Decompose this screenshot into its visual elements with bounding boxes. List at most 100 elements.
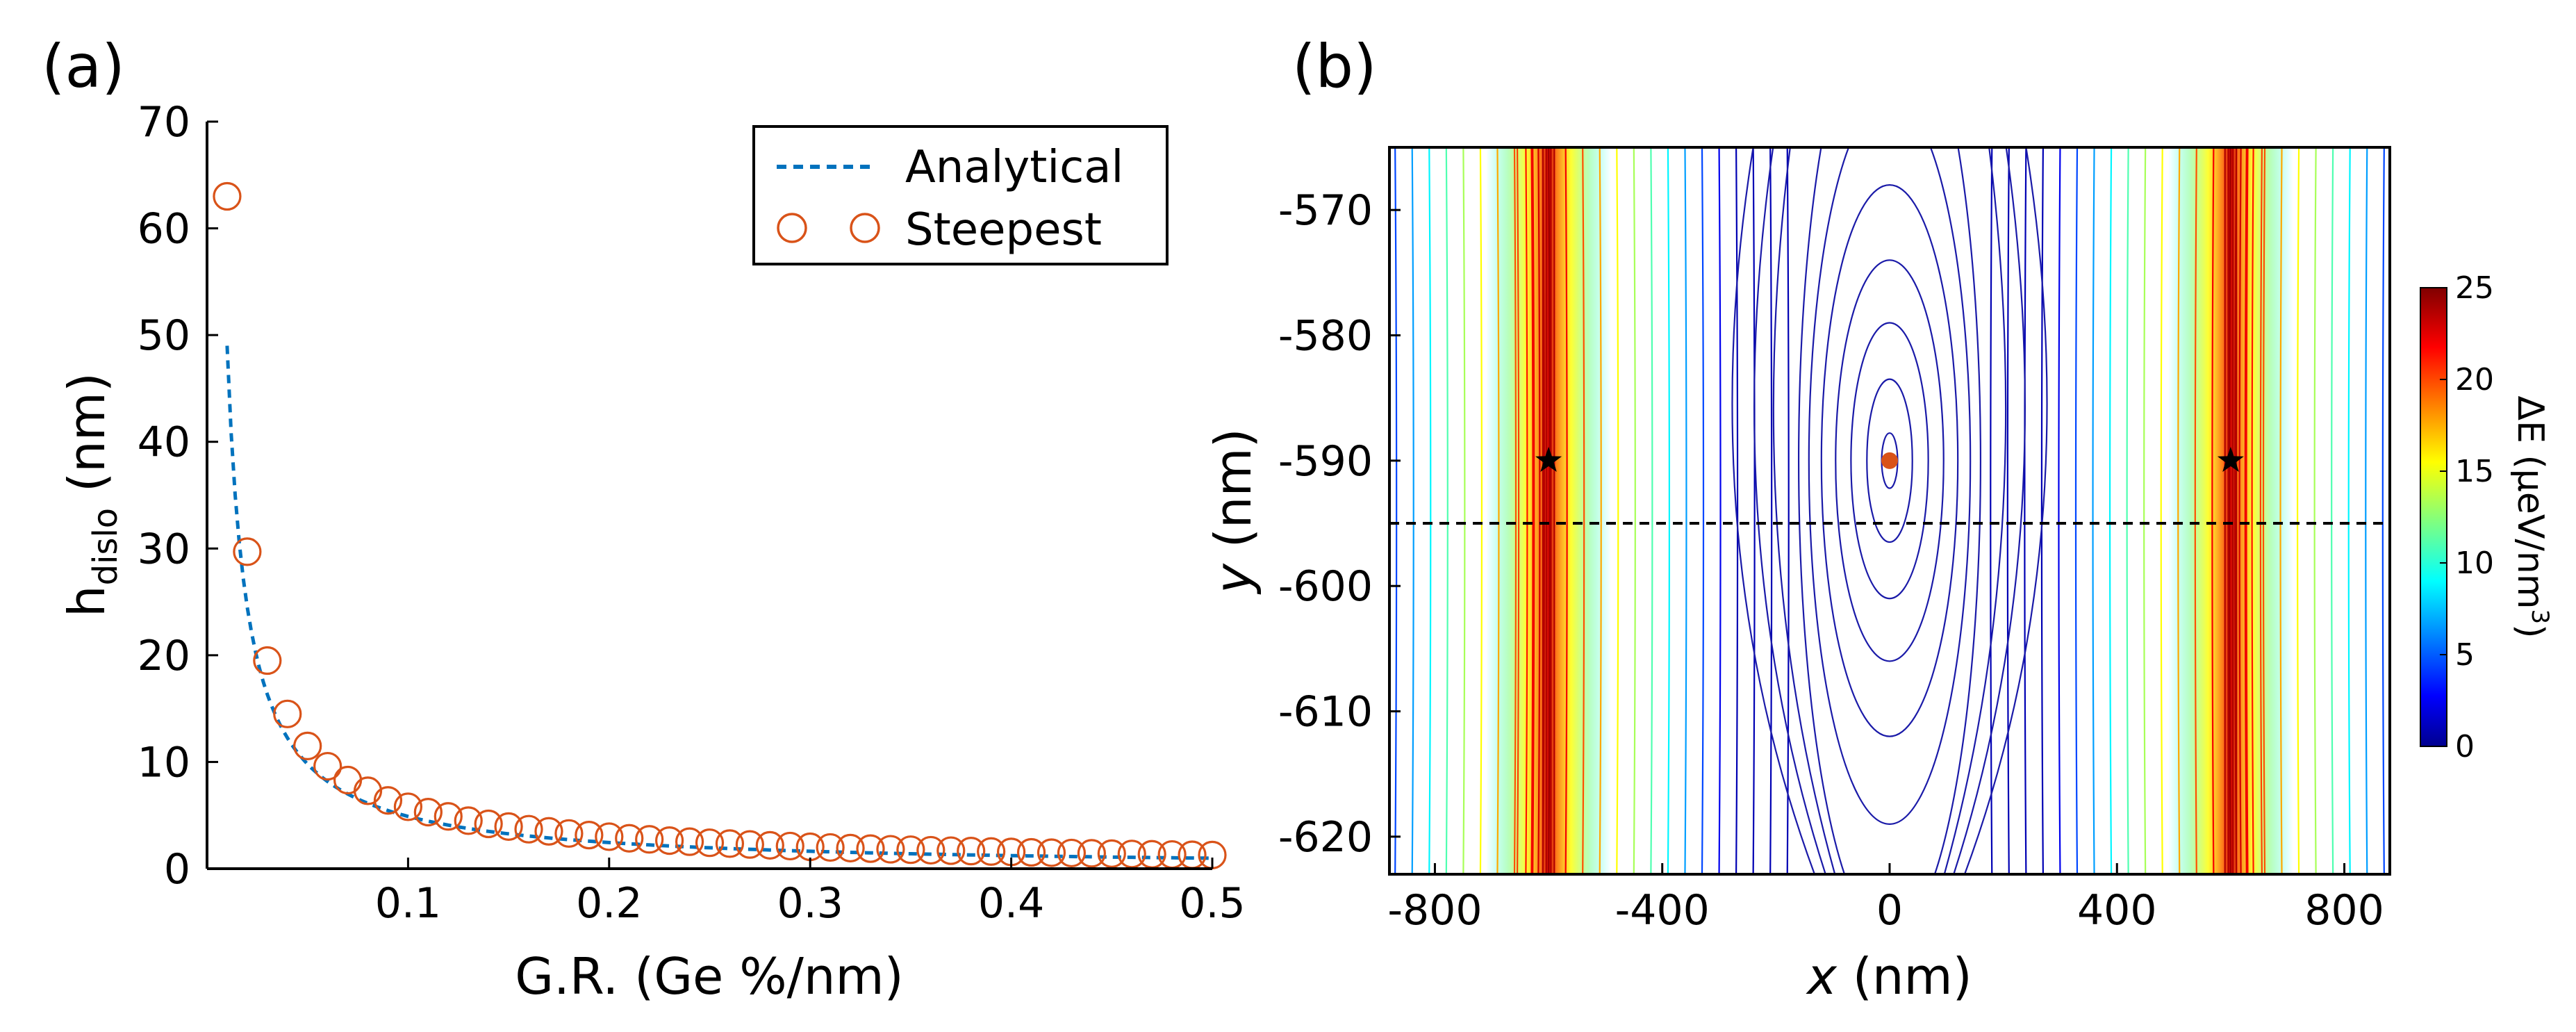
contour-line xyxy=(2126,147,2129,874)
steepest-point xyxy=(273,699,302,728)
contour-line xyxy=(2259,147,2263,874)
contour-line xyxy=(1428,147,1432,874)
panel-b-x-tick-label: 400 xyxy=(2077,886,2157,935)
steepest-point xyxy=(474,809,503,839)
contour-line xyxy=(2238,147,2242,874)
panel-a-y-axis-label: hdislo (nm) xyxy=(58,372,125,617)
steepest-point xyxy=(977,837,1006,866)
contour-line xyxy=(1718,147,1722,874)
contour-line xyxy=(1532,147,1535,874)
panel-a-x-tick-label: 0.4 xyxy=(978,879,1044,928)
steepest-point xyxy=(1097,839,1126,868)
contour-line xyxy=(2313,147,2317,874)
contour-line xyxy=(1496,147,1500,874)
contour-line xyxy=(1394,147,1398,874)
steepest-point xyxy=(313,751,342,781)
panel-a-marks xyxy=(213,181,1227,869)
panel-a-y-axis-label-sub: dislo xyxy=(86,508,125,586)
contour-line xyxy=(2331,147,2334,874)
contour-line xyxy=(2245,147,2249,874)
contour-line xyxy=(2194,147,2197,874)
steepest-point xyxy=(755,830,784,860)
legend-steepest-label: Steepest xyxy=(905,204,1102,256)
colorbar-gradient xyxy=(2420,287,2447,747)
steepest-point xyxy=(454,806,483,835)
contour-line xyxy=(2296,147,2300,874)
steepest-point xyxy=(213,181,242,211)
contour-line xyxy=(1990,147,1993,874)
contour-line xyxy=(1953,147,2026,874)
steepest-point xyxy=(635,825,664,854)
panel-a-x-tick-label: 0.1 xyxy=(375,879,441,928)
contour-line xyxy=(1616,147,1619,874)
contour-line xyxy=(1479,147,1483,874)
colorbar-tick-label: 0 xyxy=(2455,729,2475,764)
panel-a-y-tick-label: 30 xyxy=(138,525,190,573)
dislocation-band xyxy=(1486,147,1612,874)
contour-line xyxy=(2365,147,2368,874)
panel-b-overlay xyxy=(1389,446,2390,525)
center-contour xyxy=(1866,378,1913,543)
steepest-point xyxy=(655,826,684,855)
legend-steepest-marker-2 xyxy=(850,213,880,243)
panel-a-label: (a) xyxy=(42,32,125,101)
contour-line xyxy=(2279,147,2283,874)
contour-line xyxy=(1513,147,1517,874)
steepest-point xyxy=(293,731,322,760)
center-contour xyxy=(1850,322,1929,600)
contour-line xyxy=(2251,147,2254,874)
contour-line xyxy=(2040,147,2045,874)
colorbar: 0 5 10 15 20 25 ΔE (μeV/nm3) xyxy=(2420,270,2554,764)
contour-line xyxy=(2244,147,2247,874)
steepest-point xyxy=(575,821,604,850)
contour-line xyxy=(2381,147,2385,874)
colorbar-label-sup: 3 xyxy=(2526,609,2554,625)
panel-b-x-tick-label: -400 xyxy=(1615,886,1710,935)
steepest-point xyxy=(1016,837,1046,867)
steepest-point xyxy=(554,819,584,848)
contour-line xyxy=(2228,147,2232,874)
panel-a-y-tick-label: 10 xyxy=(138,738,190,787)
center-contour xyxy=(1798,147,1981,874)
contour-line xyxy=(2058,147,2061,874)
contour-line xyxy=(1650,147,1653,874)
panel-b-ticks: -800 -400 0 400 800 -570 -580 -590 -600 -610 -620 xyxy=(1278,186,2384,935)
panel-b-label: (b) xyxy=(1292,32,1377,101)
steepest-point xyxy=(413,798,443,827)
steepest-point xyxy=(233,537,262,566)
steepest-point xyxy=(775,831,804,861)
panel-b-bands xyxy=(1486,147,2293,874)
contour-line xyxy=(1769,147,1773,874)
panel-b-y-tick-label: -620 xyxy=(1278,813,1373,862)
contour-line xyxy=(1943,147,2007,874)
contour-line xyxy=(2177,147,2181,874)
colorbar-tick-label: 20 xyxy=(2455,362,2494,398)
colorbar-label: ΔE (μeV/nm3) xyxy=(2509,396,2554,639)
panel-a-y-tick-label: 40 xyxy=(138,418,190,467)
panel-a-x-tick-label: 0.2 xyxy=(576,879,642,928)
center-point xyxy=(1881,452,1898,469)
colorbar-ticks: 0 5 10 15 20 25 xyxy=(2440,270,2494,764)
panel-a-y-tick-label: 50 xyxy=(138,311,190,360)
steepest-point xyxy=(615,824,644,853)
contour-line xyxy=(1445,147,1448,874)
steepest-point xyxy=(896,835,925,865)
panel-b-y-tick-label: -610 xyxy=(1278,688,1373,737)
steepest-point xyxy=(715,829,745,858)
panel-b-y-axis-label: y (nm) xyxy=(1204,428,1262,594)
contour-line xyxy=(2160,147,2163,874)
panel-b-y-tick-label: -580 xyxy=(1278,312,1373,361)
steepest-point xyxy=(876,835,905,864)
panel-b-chart: -800 -400 0 400 800-570-580-590-600-610-620 … xyxy=(1204,146,2554,1006)
dislocation-star xyxy=(1535,446,1562,472)
dislocation-band xyxy=(2168,147,2293,874)
panel-b-y-tick-label: -590 xyxy=(1278,437,1373,486)
steepest-point xyxy=(434,802,463,831)
panel-b-contours xyxy=(1394,147,2385,874)
contour-line xyxy=(2092,147,2095,874)
steepest-point xyxy=(856,834,885,863)
colorbar-label-end: ) xyxy=(2509,624,2551,638)
contour-line xyxy=(1582,147,1585,874)
panel-b-y-tick-label: -600 xyxy=(1278,562,1373,611)
